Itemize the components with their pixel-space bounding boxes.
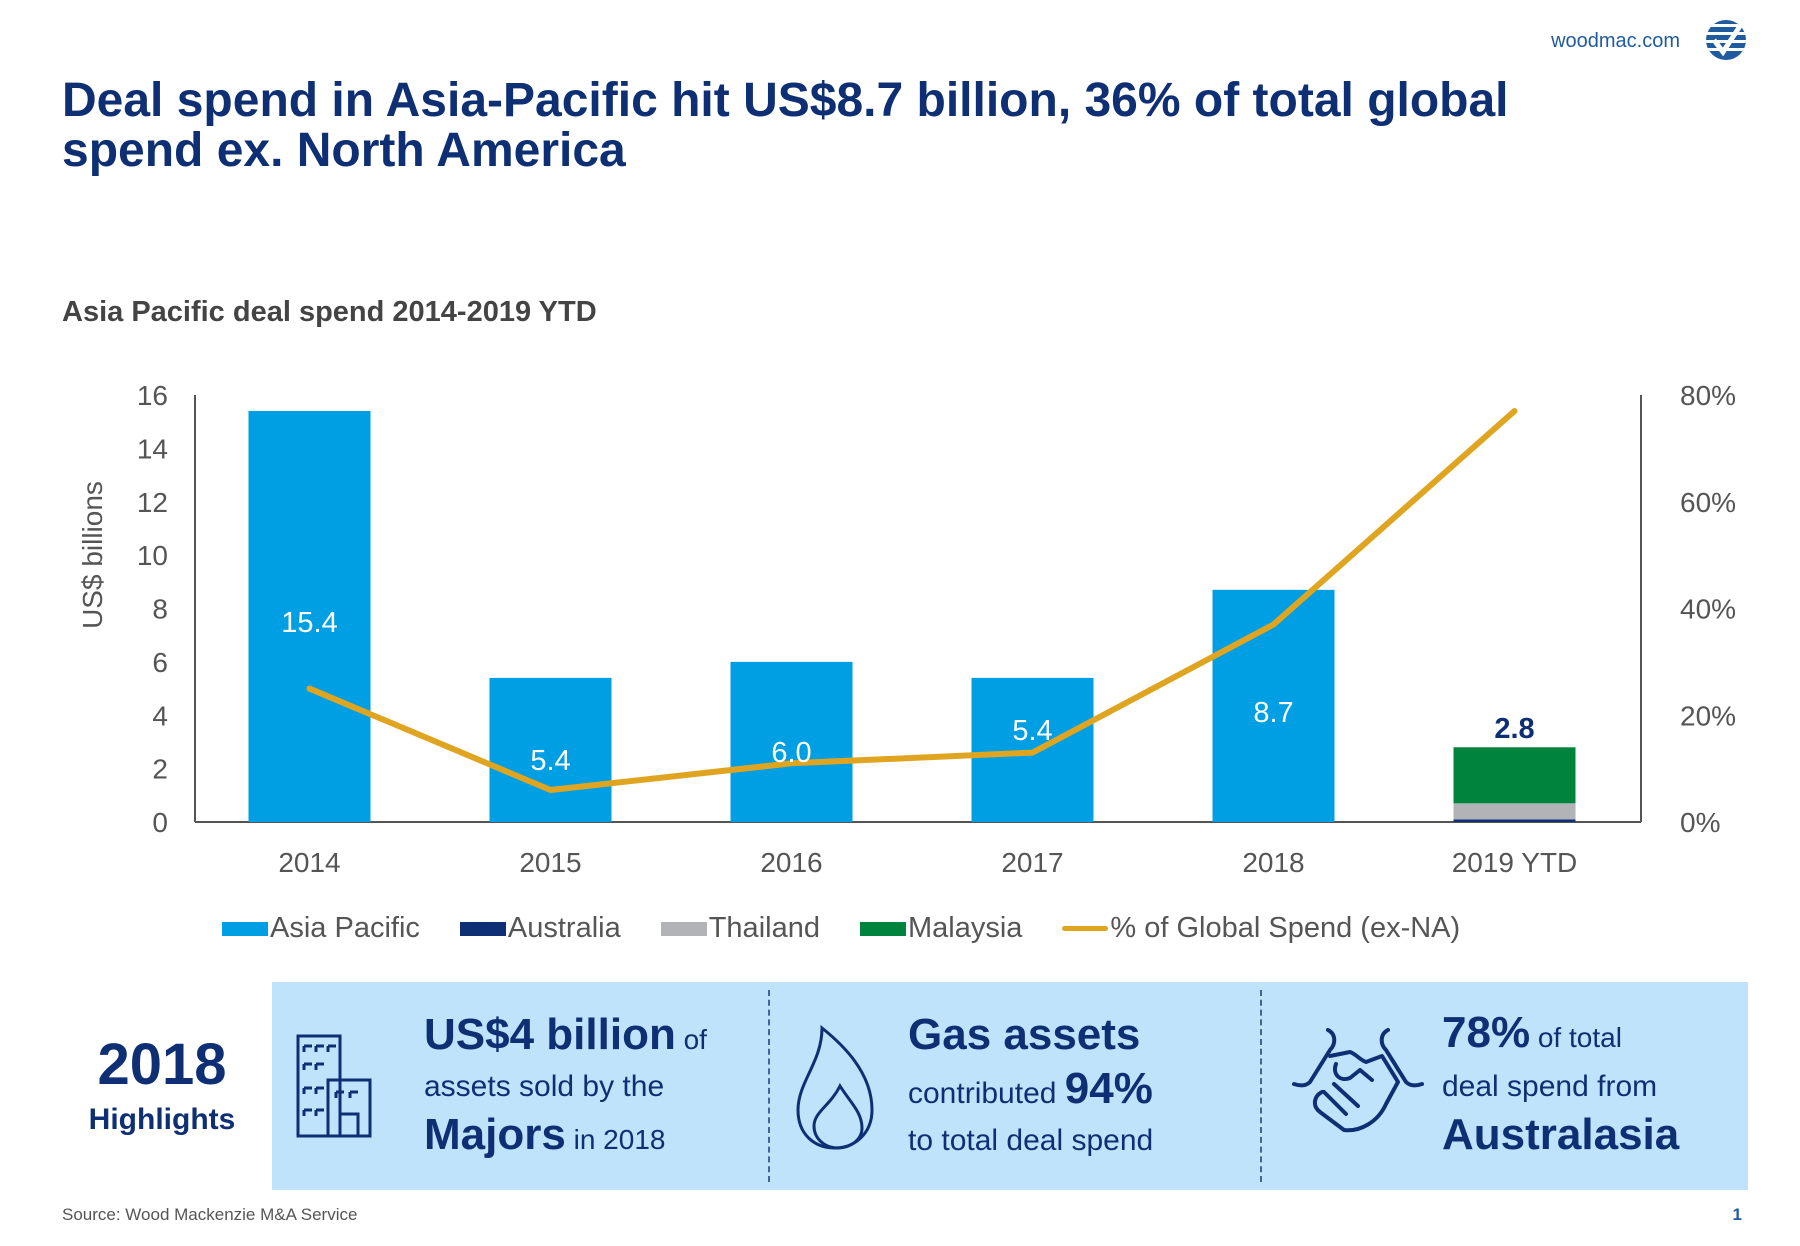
y-tick-label: 8: [152, 594, 168, 625]
global-spend-line: [306, 408, 1518, 793]
bar-data-label: 2.8: [1494, 713, 1534, 745]
bar-data-label: 8.7: [1253, 697, 1293, 729]
x-tick-label: 2018: [1242, 847, 1304, 878]
gas-line3: to total deal spend: [908, 1124, 1154, 1157]
legend-label: Malaysia: [907, 912, 1023, 944]
y-tick-label: 12: [137, 487, 168, 518]
legend-asia-pacific: Asia Pacific: [222, 912, 420, 945]
majors-line2: assets sold by the: [424, 1070, 665, 1103]
legend-swatch: [1062, 926, 1109, 931]
chart-legend: Asia Pacific Australia Thailand Malaysia…: [222, 912, 1500, 945]
source-note: Source: Wood Mackenzie M&A Service: [62, 1205, 358, 1224]
bar-data-label: 6.0: [771, 737, 811, 769]
page-number: 1: [1732, 1205, 1742, 1224]
bar-asia-pacific: [1212, 589, 1335, 822]
highlights-year: 2018: [97, 1032, 227, 1097]
y-tick-label: 4: [152, 700, 168, 731]
bar-data-label: 15.4: [281, 607, 337, 639]
australasia-line2: deal spend from: [1442, 1070, 1658, 1103]
highlight-card-australasia: 78% of total deal spend from Australasia: [1264, 982, 1744, 1190]
gas-percent: 94%: [1064, 1064, 1153, 1113]
y-tick-label: 14: [137, 433, 168, 464]
x-tick-label: 2019 YTD: [1452, 847, 1578, 878]
flame-icon: [796, 1024, 874, 1150]
legend-swatch: [859, 921, 906, 936]
chart-title: Asia Pacific deal spend 2014-2019 YTD: [62, 296, 597, 328]
australasia-of-total: of total: [1530, 1022, 1622, 1053]
y-tick-label: 6: [152, 647, 168, 678]
bar-data-label: 5.4: [530, 745, 570, 777]
highlight-card-gas: Gas assets contributed 94% to total deal…: [772, 982, 1252, 1190]
deal-spend-chart: 0 2 4 6 8 10 12 14 16 0% 20% 40% 60% 80% US$ billion…: [77, 380, 1736, 878]
bar-malaysia: [1453, 747, 1576, 804]
australasia-word: Australasia: [1442, 1110, 1680, 1159]
handshake-icon: [1292, 1028, 1424, 1133]
highlights-panel: US$4 billion of assets sold by the Major…: [272, 982, 1748, 1190]
bar-asia-pacific: [248, 411, 371, 822]
legend-label: Asia Pacific: [270, 912, 420, 944]
page-title: Deal spend in Asia-Pacific hit US$8.7 bi…: [62, 74, 1509, 177]
gas-headline: Gas assets: [908, 1010, 1141, 1059]
bar-australia: [1453, 819, 1576, 822]
y-tick-label: 10: [137, 540, 168, 571]
legend-label: % of Global Spend (ex-NA): [1110, 912, 1461, 944]
majors-amount: US$4 billion: [424, 1010, 676, 1059]
legend-label: Australia: [507, 912, 621, 944]
highlight-card-majors: US$4 billion of assets sold by the Major…: [284, 982, 764, 1190]
bar-asia-pacific: [489, 677, 612, 822]
australasia-percent: 78%: [1442, 1008, 1531, 1057]
y-tick-label: 2: [152, 754, 168, 785]
x-tick-label: 2015: [519, 847, 581, 878]
y2-tick-label: 40%: [1680, 594, 1736, 625]
y2-tick-label: 0%: [1680, 807, 1720, 838]
highlights-heading: 2018 Highlights: [62, 1035, 262, 1137]
y2-tick-label: 60%: [1680, 487, 1736, 518]
legend-swatch: [660, 921, 707, 936]
x-tick-label: 2017: [1001, 847, 1063, 878]
legend-label: Thailand: [708, 912, 820, 944]
brand-link[interactable]: woodmac.com: [1551, 30, 1680, 52]
y-axis-label: US$ billions: [77, 481, 108, 629]
majors-word: Majors: [424, 1110, 566, 1159]
legend-swatch: [222, 921, 268, 936]
highlights-label: Highlights: [88, 1103, 236, 1136]
legend-global-spend: % of Global Spend (ex-NA): [1062, 912, 1460, 945]
majors-year: in 2018: [565, 1124, 666, 1155]
legend-swatch: [459, 921, 506, 936]
office-buildings-icon: [296, 1034, 372, 1138]
gas-line2: contributed: [908, 1077, 1065, 1110]
divider: [1260, 990, 1262, 1182]
y2-tick-label: 20%: [1680, 700, 1736, 731]
legend-australia: Australia: [459, 912, 621, 945]
majors-of: of: [675, 1024, 707, 1055]
x-tick-label: 2014: [278, 847, 340, 878]
legend-thailand: Thailand: [660, 912, 820, 945]
bar-data-label: 5.4: [1012, 715, 1052, 747]
bar-asia-pacific: [730, 661, 853, 822]
y-tick-label: 0: [152, 807, 168, 838]
y2-tick-label: 80%: [1680, 380, 1736, 411]
legend-malaysia: Malaysia: [859, 912, 1023, 945]
checkmark-globe-icon: [1706, 20, 1746, 60]
divider: [768, 990, 770, 1182]
x-tick-label: 2016: [760, 847, 822, 878]
y-tick-label: 16: [137, 380, 168, 411]
bar-thailand: [1453, 803, 1576, 820]
